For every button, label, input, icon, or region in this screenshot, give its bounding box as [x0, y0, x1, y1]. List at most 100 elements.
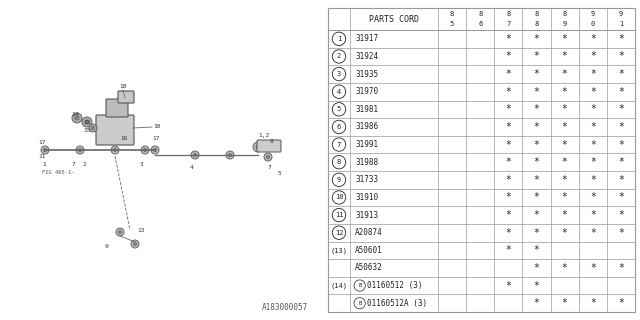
FancyBboxPatch shape — [96, 115, 134, 145]
Text: *: * — [590, 210, 596, 220]
Text: *: * — [534, 192, 540, 203]
Text: 31970: 31970 — [355, 87, 378, 96]
Circle shape — [191, 151, 199, 159]
Text: 15: 15 — [83, 128, 90, 133]
Text: 5: 5 — [278, 171, 282, 176]
Text: *: * — [534, 175, 540, 185]
Text: *: * — [534, 281, 540, 291]
Text: *: * — [618, 122, 624, 132]
Text: 7: 7 — [268, 165, 272, 170]
Text: 8: 8 — [337, 159, 341, 165]
Circle shape — [72, 113, 82, 123]
Text: *: * — [562, 210, 568, 220]
Text: *: * — [534, 87, 540, 97]
Text: 31986: 31986 — [355, 123, 378, 132]
Text: 8: 8 — [478, 11, 483, 17]
Text: *: * — [534, 34, 540, 44]
Circle shape — [151, 146, 159, 154]
Text: 01160512A (3): 01160512A (3) — [367, 299, 428, 308]
Text: *: * — [534, 52, 540, 61]
Text: *: * — [590, 192, 596, 203]
Text: 31910: 31910 — [355, 193, 378, 202]
Circle shape — [133, 243, 136, 246]
Text: *: * — [562, 69, 568, 79]
Text: 18: 18 — [119, 84, 127, 89]
Text: *: * — [534, 245, 540, 255]
Text: *: * — [618, 210, 624, 220]
Text: *: * — [590, 69, 596, 79]
Text: PARTS CORD: PARTS CORD — [369, 14, 419, 23]
Text: 31991: 31991 — [355, 140, 378, 149]
Text: *: * — [618, 175, 624, 185]
Text: *: * — [506, 157, 511, 167]
Text: 9: 9 — [591, 11, 595, 17]
Circle shape — [131, 240, 139, 248]
Circle shape — [226, 151, 234, 159]
Text: 1: 1 — [42, 162, 45, 167]
Text: *: * — [562, 263, 568, 273]
Text: 31733: 31733 — [355, 175, 378, 184]
Text: *: * — [506, 52, 511, 61]
Text: B: B — [358, 283, 361, 288]
Circle shape — [264, 153, 272, 161]
Circle shape — [79, 148, 82, 152]
Circle shape — [85, 120, 89, 124]
Text: *: * — [590, 298, 596, 308]
Text: 31981: 31981 — [355, 105, 378, 114]
Text: *: * — [534, 69, 540, 79]
Text: *: * — [618, 228, 624, 238]
Text: 10: 10 — [335, 195, 343, 200]
Text: *: * — [534, 104, 540, 114]
Text: 7: 7 — [72, 162, 76, 167]
Text: *: * — [562, 175, 568, 185]
Text: 4: 4 — [337, 89, 341, 95]
Text: *: * — [534, 210, 540, 220]
Text: *: * — [618, 104, 624, 114]
Text: *: * — [618, 192, 624, 203]
Text: *: * — [590, 228, 596, 238]
Circle shape — [76, 146, 84, 154]
Text: *: * — [618, 69, 624, 79]
Text: 3: 3 — [337, 71, 341, 77]
Text: *: * — [590, 122, 596, 132]
Text: *: * — [506, 192, 511, 203]
Text: 1,2: 1,2 — [258, 133, 269, 138]
Text: 13: 13 — [137, 228, 145, 233]
Text: 31913: 31913 — [355, 211, 378, 220]
Circle shape — [228, 153, 232, 156]
Text: FIG 465-1-: FIG 465-1- — [42, 170, 74, 175]
Text: *: * — [506, 122, 511, 132]
Text: (14): (14) — [330, 282, 348, 289]
Text: A183000057: A183000057 — [262, 303, 308, 312]
Text: 16: 16 — [120, 136, 127, 141]
Text: *: * — [618, 157, 624, 167]
Text: *: * — [590, 263, 596, 273]
Text: *: * — [618, 52, 624, 61]
Text: *: * — [506, 228, 511, 238]
Circle shape — [89, 124, 97, 132]
Text: 11: 11 — [335, 212, 343, 218]
Text: (13): (13) — [330, 247, 348, 253]
Text: *: * — [534, 298, 540, 308]
Text: A20874: A20874 — [355, 228, 383, 237]
Circle shape — [118, 230, 122, 234]
Text: 31935: 31935 — [355, 69, 378, 79]
Text: 9: 9 — [563, 21, 567, 27]
Text: *: * — [534, 157, 540, 167]
Text: 8: 8 — [270, 139, 274, 144]
Text: 2: 2 — [82, 162, 86, 167]
Circle shape — [266, 156, 269, 159]
Circle shape — [92, 126, 95, 130]
Text: 9: 9 — [619, 11, 623, 17]
Circle shape — [113, 148, 116, 152]
Text: *: * — [506, 104, 511, 114]
Text: *: * — [562, 87, 568, 97]
Text: 17: 17 — [152, 136, 159, 141]
Text: *: * — [618, 298, 624, 308]
Text: 9: 9 — [337, 177, 341, 183]
Text: *: * — [506, 281, 511, 291]
Text: 6: 6 — [478, 21, 483, 27]
Text: *: * — [534, 263, 540, 273]
Circle shape — [116, 228, 124, 236]
Circle shape — [41, 146, 49, 154]
